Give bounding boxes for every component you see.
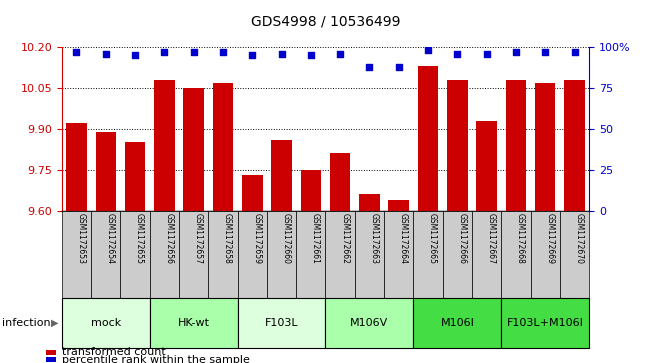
Point [481, 51, 492, 57]
Text: GSM1172662: GSM1172662 [340, 213, 349, 264]
Bar [301, 170, 321, 211]
Point [510, 49, 521, 55]
Point [423, 48, 434, 53]
Bar [96, 131, 116, 211]
Point [364, 64, 374, 70]
Point [71, 49, 82, 55]
Bar [326, 211, 355, 298]
Text: GSM1172660: GSM1172660 [281, 213, 290, 264]
Bar [413, 298, 501, 348]
Text: GSM1172665: GSM1172665 [428, 213, 437, 264]
Bar [238, 211, 267, 298]
Bar [359, 194, 380, 211]
Bar [150, 298, 238, 348]
Bar [120, 211, 150, 298]
Point [569, 49, 579, 55]
Text: M106I: M106I [440, 318, 475, 328]
Text: GSM1172656: GSM1172656 [164, 213, 173, 264]
Bar [213, 82, 233, 211]
Text: GSM1172661: GSM1172661 [311, 213, 320, 264]
Bar [150, 211, 179, 298]
Point [130, 52, 140, 58]
Bar [46, 357, 56, 362]
Bar [355, 211, 384, 298]
Point [452, 51, 462, 57]
Text: F103L+M106I: F103L+M106I [506, 318, 584, 328]
Text: HK-wt: HK-wt [178, 318, 210, 328]
Bar [472, 211, 501, 298]
Bar [62, 211, 91, 298]
Text: GSM1172663: GSM1172663 [369, 213, 378, 264]
Bar [184, 88, 204, 211]
Text: GSM1172667: GSM1172667 [486, 213, 495, 264]
Point [159, 49, 169, 55]
Bar [330, 153, 350, 211]
Bar [447, 80, 467, 211]
Point [217, 49, 228, 55]
Point [100, 51, 111, 57]
Bar [125, 142, 145, 211]
Bar [535, 82, 555, 211]
Bar [418, 66, 438, 211]
Text: GSM1172657: GSM1172657 [193, 213, 202, 264]
Text: M106V: M106V [350, 318, 389, 328]
Bar [91, 211, 120, 298]
Bar [267, 211, 296, 298]
Bar [271, 140, 292, 211]
Text: GDS4998 / 10536499: GDS4998 / 10536499 [251, 15, 400, 29]
Text: infection: infection [2, 318, 51, 328]
Point [305, 52, 316, 58]
Bar [238, 298, 326, 348]
Bar [501, 211, 531, 298]
Text: transformed count: transformed count [62, 347, 165, 358]
Text: GSM1172666: GSM1172666 [457, 213, 466, 264]
Text: GSM1172664: GSM1172664 [398, 213, 408, 264]
Bar [531, 211, 560, 298]
Bar [242, 175, 262, 211]
Text: GSM1172659: GSM1172659 [252, 213, 261, 264]
Text: GSM1172655: GSM1172655 [135, 213, 144, 264]
Bar [46, 350, 56, 355]
Bar [66, 123, 87, 211]
Text: ▶: ▶ [51, 318, 59, 328]
Text: GSM1172654: GSM1172654 [105, 213, 115, 264]
Point [540, 49, 550, 55]
Bar [506, 80, 526, 211]
Text: GSM1172670: GSM1172670 [574, 213, 583, 264]
Text: GSM1172658: GSM1172658 [223, 213, 232, 264]
Bar [413, 211, 443, 298]
Point [247, 52, 257, 58]
Bar [179, 211, 208, 298]
Bar [326, 298, 413, 348]
Bar [384, 211, 413, 298]
Text: percentile rank within the sample: percentile rank within the sample [62, 355, 250, 363]
Bar [564, 80, 585, 211]
Text: GSM1172668: GSM1172668 [516, 213, 525, 264]
Bar [62, 298, 150, 348]
Point [188, 49, 199, 55]
Bar [296, 211, 326, 298]
Text: GSM1172669: GSM1172669 [545, 213, 554, 264]
Bar [560, 211, 589, 298]
Bar [154, 80, 174, 211]
Text: mock: mock [90, 318, 121, 328]
Bar [208, 211, 238, 298]
Point [393, 64, 404, 70]
Point [276, 51, 286, 57]
Text: F103L: F103L [265, 318, 298, 328]
Bar [389, 200, 409, 211]
Text: GSM1172653: GSM1172653 [77, 213, 85, 264]
Bar [477, 121, 497, 211]
Bar [501, 298, 589, 348]
Point [335, 51, 345, 57]
Bar [443, 211, 472, 298]
